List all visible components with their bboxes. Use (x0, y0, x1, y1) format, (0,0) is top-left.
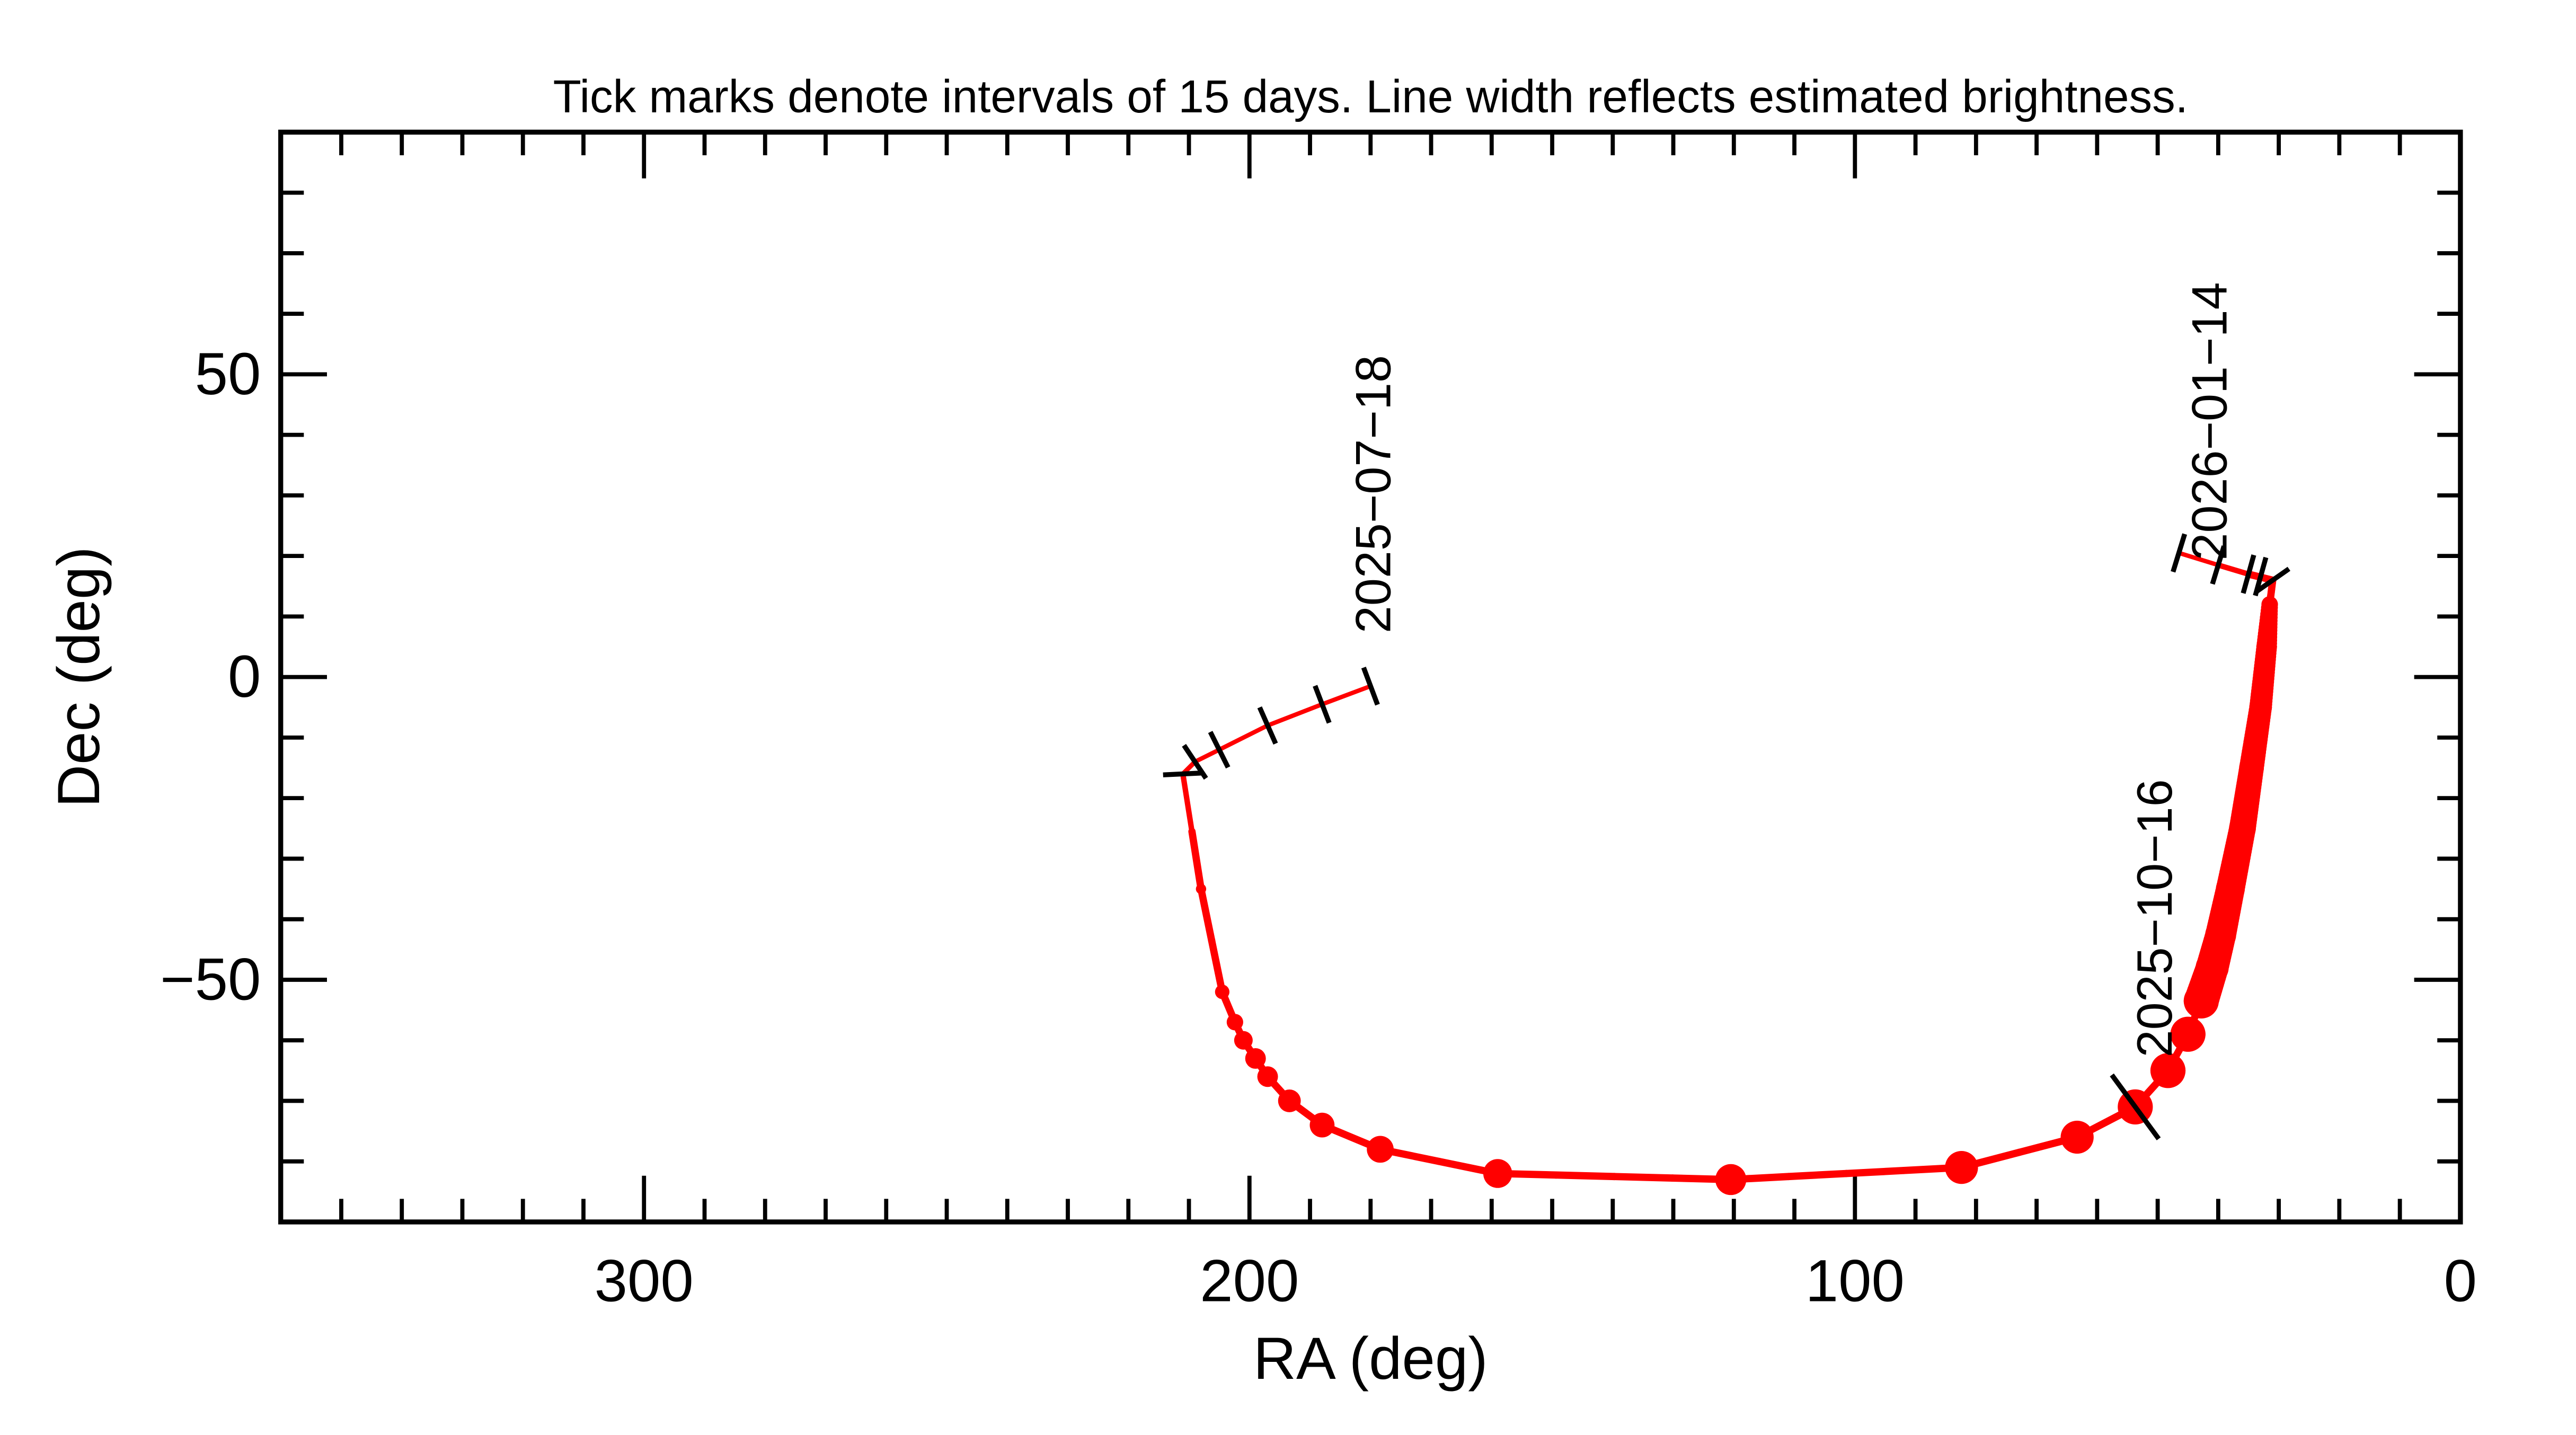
trajectory-segment (1785, 1170, 1850, 1181)
x-tick-label: 200 (1200, 1247, 1299, 1314)
chart-title: Tick marks denote intervals of 15 days. … (553, 71, 2188, 122)
trajectory-segment (1208, 936, 1226, 996)
trajectory-segment (1192, 747, 1221, 764)
trajectory-segment (1842, 1166, 1908, 1177)
interval-tick (2210, 545, 2227, 585)
interval-tick (2253, 556, 2269, 597)
trajectory-point (1945, 1150, 1978, 1184)
trajectory-point (2060, 1120, 2094, 1154)
trajectory-segment (1188, 828, 1205, 893)
trajectory-point (1196, 883, 1207, 894)
trajectory-point (1257, 1066, 1278, 1087)
interval-tick (1361, 667, 1380, 706)
y-tick-label: −50 (160, 945, 261, 1012)
trajectory-point (1278, 1089, 1301, 1112)
date-label: 2025−10−16 (2127, 779, 2182, 1057)
trajectory-segment (1217, 723, 1270, 752)
interval-tick (2255, 566, 2291, 594)
trajectory-segment (2176, 551, 2220, 568)
interval-tick (1208, 731, 1231, 769)
x-tick-label: 0 (2444, 1247, 2477, 1314)
trajectory-segment (1265, 702, 1325, 728)
date-label: 2025−07−18 (1345, 355, 1401, 633)
x-axis-label: RA (deg) (1253, 1325, 1488, 1392)
x-tick-label: 300 (595, 1247, 694, 1314)
trajectory-segment (1552, 1171, 1618, 1181)
trajectory-point (2170, 1019, 2206, 1049)
interval-tick (1313, 685, 1332, 724)
date-label: 2026−01−14 (2181, 282, 2237, 560)
trajectory-point (2150, 1056, 2186, 1086)
y-tick-label: 0 (228, 643, 261, 710)
y-axis-label: Dec (deg) (45, 546, 112, 807)
trajectory-segment (1320, 684, 1373, 707)
trajectory-point (1234, 1031, 1253, 1050)
trajectory (1180, 551, 2278, 1195)
y-tick-label: 50 (195, 340, 261, 407)
trajectory-point (1215, 985, 1230, 999)
interval-tick (2171, 533, 2188, 573)
interval-tick (1257, 706, 1278, 745)
interval-tick (2241, 554, 2256, 594)
trajectory-point (1309, 1112, 1335, 1138)
trajectory-point (2261, 597, 2278, 612)
trajectory-point (1226, 1014, 1243, 1031)
interval-ticks (1163, 533, 2291, 1140)
interval-tick (1163, 770, 1203, 777)
trajectory-segment (2215, 562, 2252, 577)
trajectory-segment (1180, 771, 1195, 835)
trajectory-point (1245, 1048, 1266, 1069)
annotations: 2025−07−18 2025−10−16 2026−01−14 (1345, 282, 2237, 1057)
plot-frame (278, 129, 2463, 1225)
trajectory-point (1483, 1159, 1512, 1188)
interval-tick (2110, 1073, 2161, 1140)
trajectory-point (1367, 1136, 1394, 1163)
x-tick-label: 100 (1805, 1247, 1905, 1314)
trajectory-segment (1197, 885, 1216, 944)
trajectory-point (1715, 1164, 1747, 1195)
trajectory-segment (1610, 1173, 1676, 1182)
